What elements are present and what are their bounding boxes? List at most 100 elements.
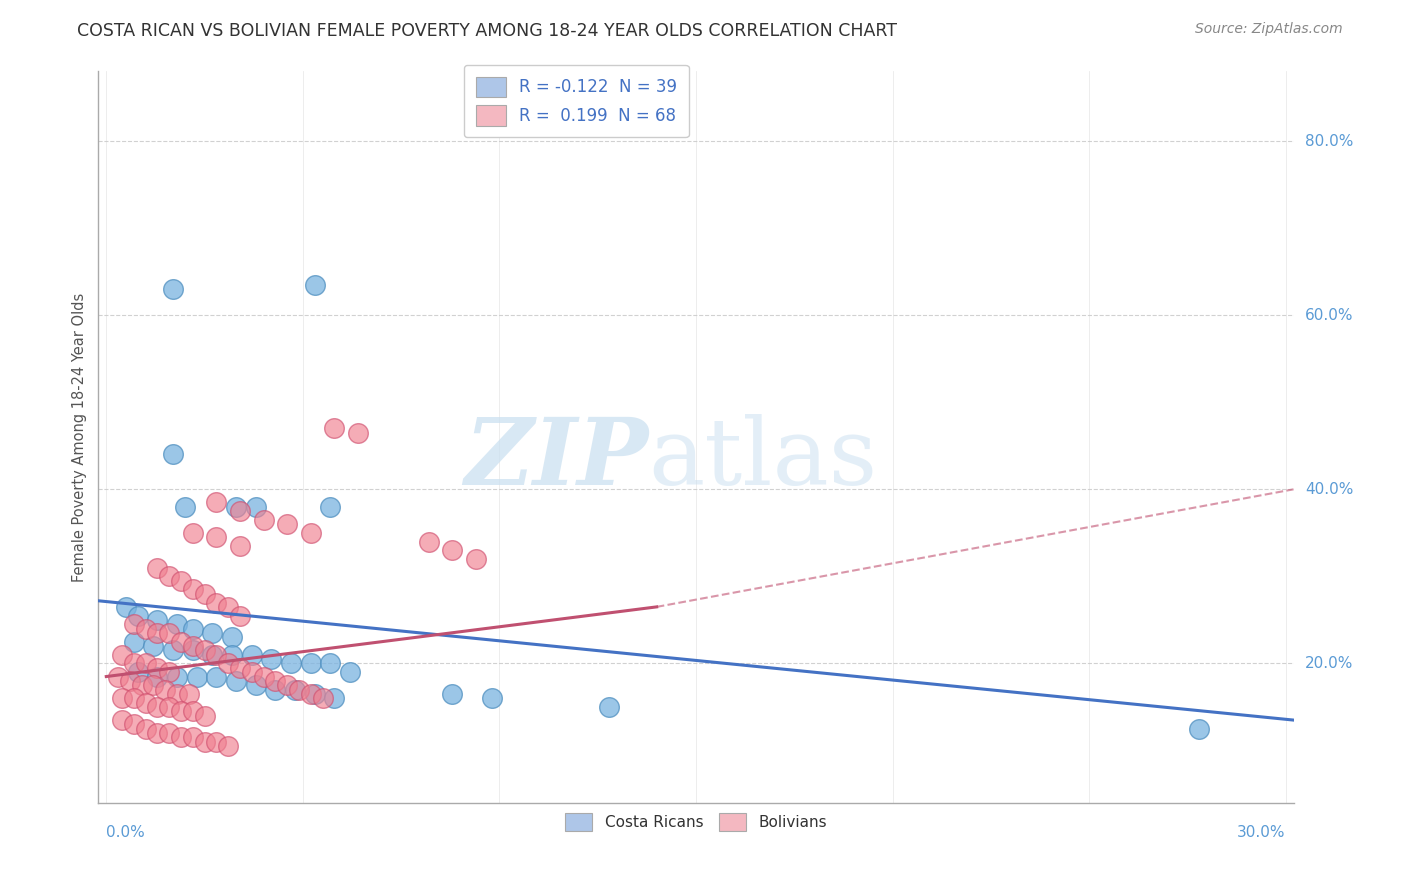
Point [1188, 722, 1211, 736]
Y-axis label: Female Poverty Among 18-24 Year Olds: Female Poverty Among 18-24 Year Olds [72, 293, 87, 582]
Point [157, 626, 180, 640]
Text: ZIP: ZIP [464, 414, 648, 504]
Point [146, 726, 169, 740]
Point [170, 731, 193, 745]
Point [146, 626, 169, 640]
Point [225, 673, 247, 688]
Point [115, 599, 138, 614]
Point [252, 513, 274, 527]
Point [311, 691, 333, 706]
Point [260, 652, 283, 666]
Point [157, 700, 180, 714]
Point [157, 726, 180, 740]
Point [441, 687, 464, 701]
Point [155, 682, 177, 697]
Point [193, 587, 215, 601]
Point [245, 500, 267, 514]
Point [181, 639, 204, 653]
Point [170, 705, 193, 719]
Point [135, 622, 157, 636]
Text: 0.0%: 0.0% [107, 824, 145, 839]
Point [193, 643, 215, 657]
Point [122, 634, 145, 648]
Point [229, 661, 252, 675]
Point [181, 705, 204, 719]
Point [127, 608, 149, 623]
Point [598, 700, 620, 714]
Point [217, 657, 239, 671]
Point [229, 608, 252, 623]
Point [135, 657, 157, 671]
Point [146, 560, 169, 574]
Point [122, 717, 145, 731]
Text: 30.0%: 30.0% [1237, 824, 1285, 839]
Point [174, 500, 197, 514]
Point [157, 665, 180, 680]
Point [217, 739, 239, 754]
Point [240, 665, 263, 680]
Point [418, 534, 440, 549]
Point [193, 735, 215, 749]
Point [111, 713, 134, 727]
Point [205, 495, 228, 509]
Point [146, 669, 169, 683]
Point [122, 617, 145, 632]
Point [205, 648, 228, 662]
Point [264, 682, 287, 697]
Point [245, 678, 267, 692]
Point [240, 648, 263, 662]
Point [122, 657, 145, 671]
Point [142, 639, 165, 653]
Point [135, 722, 157, 736]
Point [166, 687, 188, 701]
Point [205, 530, 228, 544]
Point [441, 543, 464, 558]
Point [229, 539, 252, 553]
Point [166, 617, 188, 632]
Point [217, 599, 239, 614]
Text: 40.0%: 40.0% [1305, 482, 1354, 497]
Text: 80.0%: 80.0% [1305, 134, 1354, 149]
Point [166, 669, 188, 683]
Point [181, 582, 204, 597]
Point [280, 657, 302, 671]
Point [127, 665, 149, 680]
Point [162, 282, 184, 296]
Point [146, 661, 169, 675]
Point [170, 574, 193, 588]
Point [319, 657, 342, 671]
Legend: Costa Ricans, Bolivians: Costa Ricans, Bolivians [557, 805, 835, 839]
Point [288, 682, 311, 697]
Point [135, 696, 157, 710]
Point [205, 669, 228, 683]
Point [181, 643, 204, 657]
Point [464, 552, 486, 566]
Point [111, 648, 134, 662]
Point [347, 425, 370, 440]
Point [111, 691, 134, 706]
Text: Source: ZipAtlas.com: Source: ZipAtlas.com [1195, 22, 1343, 37]
Point [229, 504, 252, 518]
Point [146, 700, 169, 714]
Point [339, 665, 361, 680]
Point [181, 622, 204, 636]
Point [181, 731, 204, 745]
Point [157, 569, 180, 583]
Point [264, 673, 287, 688]
Point [205, 595, 228, 609]
Point [319, 500, 342, 514]
Point [481, 691, 503, 706]
Point [186, 669, 208, 683]
Text: COSTA RICAN VS BOLIVIAN FEMALE POVERTY AMONG 18-24 YEAR OLDS CORRELATION CHART: COSTA RICAN VS BOLIVIAN FEMALE POVERTY A… [77, 22, 897, 40]
Point [225, 500, 247, 514]
Point [177, 687, 200, 701]
Point [142, 678, 165, 692]
Point [170, 634, 193, 648]
Point [162, 643, 184, 657]
Point [299, 687, 322, 701]
Point [205, 735, 228, 749]
Point [323, 421, 346, 435]
Point [201, 648, 224, 662]
Point [221, 631, 243, 645]
Point [276, 678, 298, 692]
